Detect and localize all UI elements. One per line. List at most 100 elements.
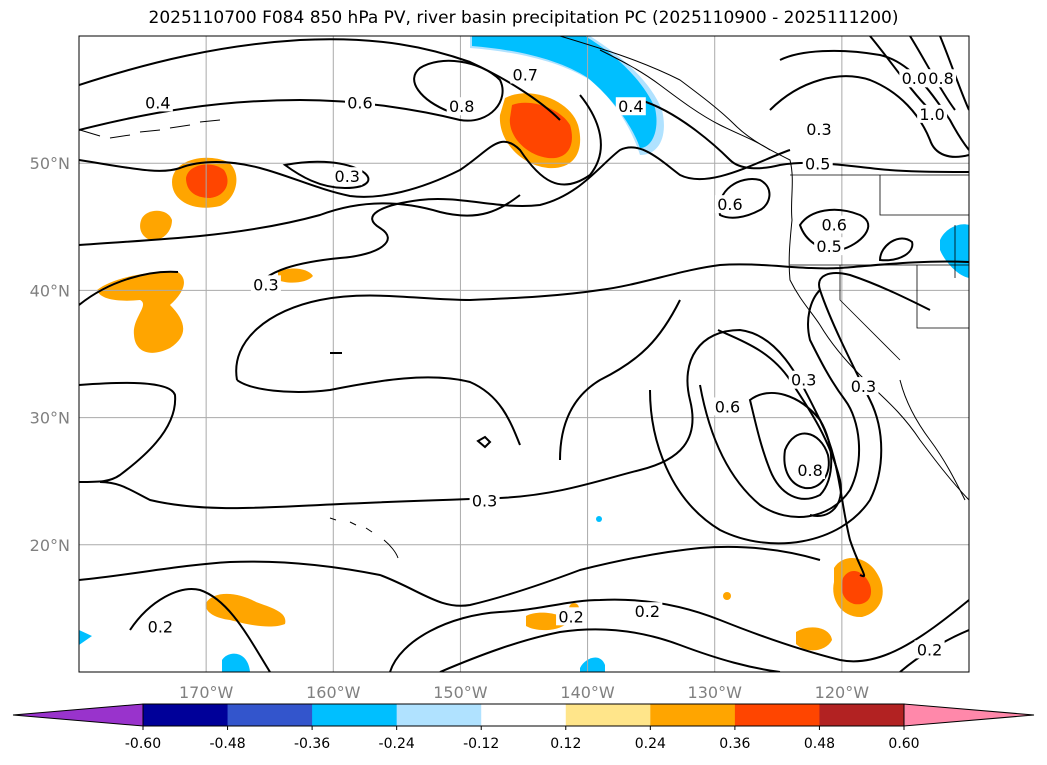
coastline-north-america	[559, 36, 969, 501]
contour-label: 0.6	[717, 195, 742, 214]
pv-contour-line	[476, 435, 492, 449]
political-borders	[790, 174, 969, 361]
contour-label-bg	[556, 607, 587, 626]
pv-contour-line	[717, 329, 842, 517]
contour-label-bg	[714, 195, 745, 214]
anomaly-patch	[796, 627, 832, 651]
pv-contour-line	[389, 598, 969, 672]
contour-label-bg	[446, 97, 477, 116]
contour-label-bg	[819, 215, 850, 234]
contour-label-bg	[803, 120, 834, 139]
pv-contour-line	[282, 160, 370, 190]
colorbar-extend-low	[12, 703, 144, 727]
pv-contour-line	[79, 59, 504, 131]
contour-label: 0.8	[449, 97, 474, 116]
anomaly-patch	[596, 516, 602, 522]
contour-label-bg	[914, 640, 945, 659]
lon-tick-label: 120°W	[815, 683, 870, 702]
contour-label-bg	[142, 93, 173, 112]
pv-contour-line	[748, 391, 833, 500]
border-state	[839, 265, 901, 361]
contour-label: 0.8	[928, 69, 953, 88]
contour-label-bg	[712, 397, 743, 416]
anomaly-patch	[580, 657, 605, 672]
colorbar-tick-label: 0.12	[550, 736, 581, 752]
contour-label-bg	[510, 65, 541, 84]
colorbar-segment	[819, 704, 905, 726]
anomaly-patch	[140, 210, 172, 241]
contour-label: 0.4	[618, 97, 643, 116]
colorbar-tick-label: -0.36	[294, 736, 330, 752]
lat-tick-label: 40°N	[30, 281, 70, 300]
contour-label: 0.3	[472, 492, 497, 511]
contour-label-bg	[332, 167, 363, 186]
contour-label-bg	[615, 97, 646, 116]
lon-tick-labels: 170°W 160°W 150°W 140°W 130°W 120°W	[179, 683, 869, 702]
contour-label-bg	[899, 69, 930, 88]
pv-contour-line	[79, 38, 561, 121]
anomaly-patch	[186, 164, 228, 198]
anomaly-patch	[841, 570, 872, 605]
contour-label: 0.6	[347, 93, 372, 112]
lon-tick-label: 150°W	[433, 683, 488, 702]
coastline-alaska-bc	[599, 49, 771, 151]
pv-contours	[79, 36, 969, 672]
colorbar-segment	[734, 704, 820, 726]
lon-tick-label: 130°W	[688, 683, 743, 702]
colorbar-tick-label: -0.12	[463, 736, 499, 752]
contour-label-bg	[848, 377, 879, 396]
pv-contour-line	[699, 289, 861, 518]
lat-tick-label: 50°N	[30, 154, 70, 173]
colorbar	[12, 703, 1035, 727]
contour-label: 0.3	[335, 167, 360, 186]
lat-tick-labels: 20°N 30°N 40°N 50°N	[30, 154, 70, 555]
contour-label-bg	[250, 275, 281, 294]
contour-label-bg	[814, 237, 845, 256]
contour-label-bg	[802, 154, 833, 173]
contour-label: 0.0	[902, 69, 927, 88]
anomaly-patch	[222, 653, 250, 672]
anomaly-patch	[723, 592, 731, 600]
contour-label: 0.8	[797, 461, 822, 480]
colorbar-tick-labels: -0.60 -0.48 -0.36 -0.24 -0.12 0.12 0.24 0.36 0.4…	[125, 726, 920, 752]
anomaly-patch	[205, 593, 286, 627]
map-area: 0.7 0.8 0.4 0.6 0.4 0.3 0.3 0.5 0.6 0.6 0.5 0.3 0.3 0…	[79, 36, 969, 672]
anomaly-patch	[97, 271, 184, 353]
contour-label: 1.0	[919, 105, 944, 124]
lon-tick-label: 140°W	[560, 683, 615, 702]
pv-contour-line	[639, 99, 969, 173]
pv-contour-line	[254, 146, 791, 291]
pv-contour-line	[769, 75, 969, 158]
contour-label-bg	[145, 617, 176, 636]
map-frame	[78, 35, 970, 673]
pv-contour-line	[718, 178, 771, 219]
contour-label: 0.3	[253, 275, 278, 294]
contour-label-bg	[926, 69, 957, 88]
contour-label-bg	[788, 370, 819, 389]
pv-contour-line	[649, 272, 931, 545]
contour-label: 0.5	[816, 237, 841, 256]
coastline-hawaii	[329, 517, 399, 559]
contour-label: 0.2	[148, 617, 173, 636]
negative-anomaly-blue	[79, 36, 969, 672]
colorbar-segment	[227, 704, 313, 726]
anomaly-patch	[278, 268, 313, 283]
contour-label: 0.2	[635, 602, 660, 621]
colorbar-frame	[142, 703, 905, 727]
pv-contour-line	[129, 588, 271, 672]
lon-tick-label: 160°W	[306, 683, 361, 702]
lat-tick-label: 20°N	[30, 536, 70, 555]
pv-contour-line	[79, 94, 602, 198]
contour-label-bg	[469, 491, 500, 510]
colorbar-segment	[143, 704, 229, 726]
pv-contour-line	[79, 381, 177, 483]
pv-contour-line	[559, 299, 681, 461]
chart-title: 2025110700 F084 850 hPa PV, river basin …	[148, 8, 899, 28]
colorbar-tick-label: 0.36	[719, 736, 750, 752]
contour-label-bg	[344, 93, 375, 112]
anomaly-patch	[940, 224, 969, 278]
pv-contour-line	[439, 628, 781, 672]
colorbar-segment	[565, 704, 651, 726]
lat-tick-label: 30°N	[30, 409, 70, 428]
